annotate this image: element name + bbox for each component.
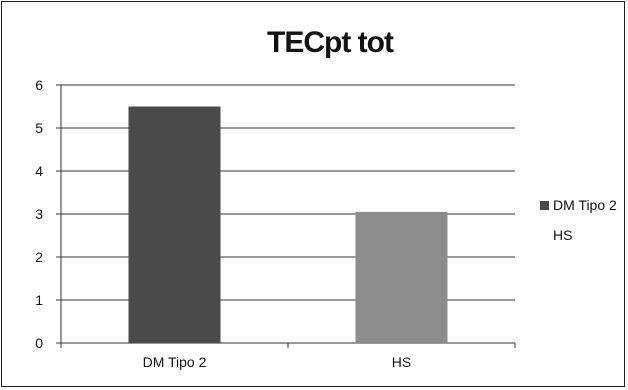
y-axis: 0 1 2 3 4 5 6 [35, 77, 62, 351]
y-tick-label: 6 [35, 77, 43, 93]
x-axis: DM Tipo 2 HS [60, 343, 516, 370]
legend-label: HS [553, 227, 572, 243]
x-category-label: DM Tipo 2 [143, 354, 207, 370]
bar-dm-tipo-2 [128, 106, 221, 343]
bar-hs [355, 211, 448, 343]
y-tick-label: 4 [35, 163, 43, 179]
legend-label: DM Tipo 2 [553, 197, 617, 213]
bars [128, 106, 448, 343]
y-tick-label: 2 [35, 249, 43, 265]
y-tick-label: 3 [35, 206, 43, 222]
y-tick-label: 1 [35, 292, 43, 308]
chart-title: TECpt tot [267, 26, 394, 59]
y-tick-label: 0 [35, 335, 43, 351]
x-category-label: HS [392, 354, 411, 370]
y-tick-label: 5 [35, 120, 43, 136]
legend-swatch [540, 201, 549, 210]
legend: DM Tipo 2 HS [540, 197, 617, 243]
